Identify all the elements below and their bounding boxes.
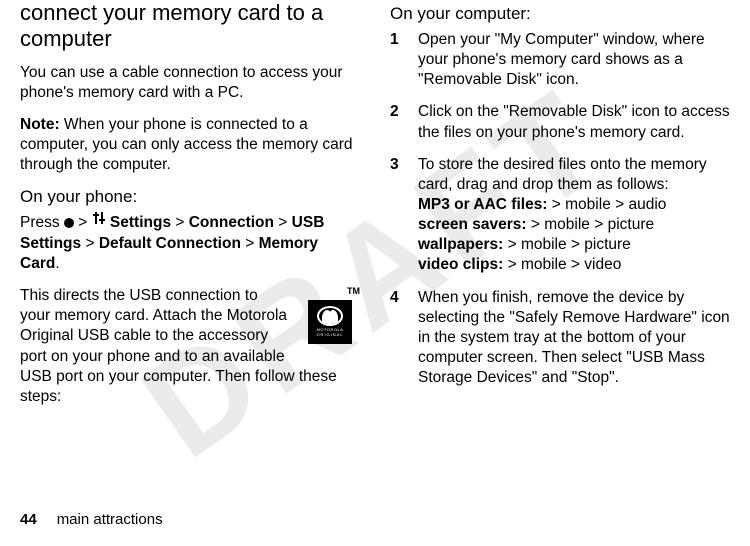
wallpapers-label: wallpapers: (418, 236, 503, 253)
period: . (55, 255, 59, 272)
section-title: connect your memory card to a computer (20, 0, 360, 53)
motorola-logo-wrap: TM MOTOROLA ORIGINAL (300, 286, 360, 344)
logo-text-bottom: ORIGINAL (316, 332, 343, 337)
phone-subhead: On your phone: (20, 187, 360, 207)
step-number: 3 (390, 155, 418, 276)
savers-label: screen savers: (418, 216, 527, 233)
mp3-label: MP3 or AAC files: (418, 196, 547, 213)
step-text: Click on the "Removable Disk" icon to ac… (418, 102, 730, 142)
step-item: 2 Click on the "Removable Disk" icon to … (390, 102, 730, 142)
savers-path: > mobile > picture (527, 216, 655, 233)
page-content: connect your memory card to a computer Y… (0, 0, 750, 419)
step-item: 1 Open your "My Computer" window, where … (390, 30, 730, 90)
step3-intro: To store the desired files onto the memo… (418, 156, 707, 193)
usb-paragraph: TM MOTOROLA ORIGINAL This directs the US… (20, 286, 360, 407)
left-column: connect your memory card to a computer Y… (20, 0, 360, 419)
computer-subhead: On your computer: (390, 4, 730, 24)
note-label: Note: (20, 116, 60, 133)
note-text: When your phone is connected to a comput… (20, 116, 353, 173)
menu-default: Default Connection (99, 235, 241, 252)
step-text: Open your "My Computer" window, where yo… (418, 30, 730, 90)
tm-label: TM (300, 286, 360, 298)
step-number: 2 (390, 102, 418, 142)
step-text: When you finish, remove the device by se… (418, 288, 730, 389)
section-name: main attractions (57, 511, 163, 528)
menu-settings: Settings (106, 215, 171, 232)
sep1: > (74, 215, 92, 232)
mp3-path: > mobile > audio (547, 196, 666, 213)
steps-list: 1 Open your "My Computer" window, where … (390, 30, 730, 388)
step-item: 3 To store the desired files onto the me… (390, 155, 730, 276)
sep3: > (274, 215, 292, 232)
usb-text: This directs the USB connection to your … (20, 287, 337, 405)
step-number: 4 (390, 288, 418, 389)
sep4: > (81, 235, 99, 252)
nav-key-icon (64, 218, 74, 228)
video-path: > mobile > video (503, 256, 621, 273)
sep2: > (171, 215, 189, 232)
settings-icon (92, 211, 106, 231)
wallpapers-path: > mobile > picture (503, 236, 631, 253)
video-label: video clips: (418, 256, 503, 273)
intro-paragraph: You can use a cable connection to access… (20, 63, 360, 103)
page-number: 44 (20, 511, 37, 528)
motorola-logo-icon: MOTOROLA ORIGINAL (308, 300, 352, 344)
sep5: > (241, 235, 259, 252)
step-item: 4 When you finish, remove the device by … (390, 288, 730, 389)
right-column: On your computer: 1 Open your "My Comput… (390, 0, 730, 419)
menu-connection: Connection (189, 215, 274, 232)
step-text: To store the desired files onto the memo… (418, 155, 730, 276)
press-label: Press (20, 215, 64, 232)
motorola-m-icon (317, 306, 343, 326)
menu-path: Press > Settings > Connection > USB Sett… (20, 213, 360, 274)
note-paragraph: Note: When your phone is connected to a … (20, 115, 360, 175)
page-footer: 44 main attractions (20, 511, 163, 528)
step-number: 1 (390, 30, 418, 90)
